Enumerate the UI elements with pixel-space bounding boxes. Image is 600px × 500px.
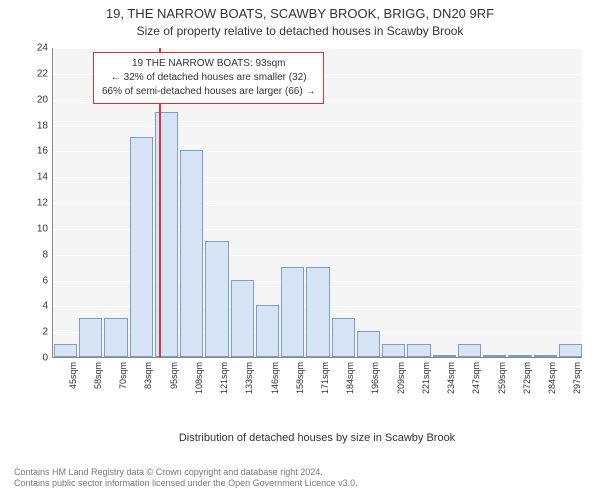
x-tick-label: 58sqm	[93, 362, 103, 389]
y-tick-label: 14	[26, 172, 48, 183]
y-tick-label: 6	[26, 275, 48, 286]
histogram-bar	[306, 267, 329, 357]
y-tick-label: 20	[26, 94, 48, 105]
histogram-bar	[433, 355, 456, 357]
x-tick-label: 45sqm	[68, 362, 78, 389]
chart-subtitle: Size of property relative to detached ho…	[0, 24, 600, 38]
y-tick-label: 18	[26, 120, 48, 131]
histogram-bar	[205, 241, 228, 357]
x-tick-label: 121sqm	[219, 362, 229, 394]
x-tick-label: 171sqm	[320, 362, 330, 394]
histogram-bar	[54, 344, 77, 357]
x-tick-label: 133sqm	[244, 362, 254, 394]
y-tick-label: 12	[26, 198, 48, 209]
x-tick-label: 234sqm	[446, 362, 456, 394]
gridline	[53, 48, 582, 49]
credits: Contains HM Land Registry data © Crown c…	[14, 467, 358, 490]
x-tick-label: 284sqm	[547, 362, 557, 394]
x-tick-label: 209sqm	[396, 362, 406, 394]
x-tick-label: 297sqm	[572, 362, 582, 394]
y-tick-label: 8	[26, 249, 48, 260]
infobox-line3: 66% of semi-detached houses are larger (…	[102, 85, 315, 99]
credits-line2: Contains public sector information licen…	[14, 478, 358, 490]
x-tick-label: 196sqm	[370, 362, 380, 394]
x-tick-label: 272sqm	[522, 362, 532, 394]
chart-title: 19, THE NARROW BOATS, SCAWBY BROOK, BRIG…	[0, 6, 600, 21]
y-tick-label: 4	[26, 301, 48, 312]
plot-area: 19 THE NARROW BOATS: 93sqm← 32% of detac…	[52, 48, 582, 358]
y-tick-label: 24	[26, 43, 48, 54]
x-tick-label: 95sqm	[169, 362, 179, 389]
infobox-line1: 19 THE NARROW BOATS: 93sqm	[102, 57, 315, 71]
chart-container: 19, THE NARROW BOATS, SCAWBY BROOK, BRIG…	[0, 0, 600, 500]
y-tick-label: 22	[26, 68, 48, 79]
x-tick-label: 221sqm	[421, 362, 431, 394]
x-tick-label: 259sqm	[497, 362, 507, 394]
histogram-bar	[104, 318, 127, 357]
y-tick-label: 2	[26, 327, 48, 338]
x-tick-label: 158sqm	[295, 362, 305, 394]
histogram-bar	[559, 344, 582, 357]
histogram-bar	[332, 318, 355, 357]
x-tick-label: 70sqm	[118, 362, 128, 389]
y-tick-label: 10	[26, 223, 48, 234]
y-tick-label: 0	[26, 353, 48, 364]
histogram-bar	[407, 344, 430, 357]
x-tick-label: 247sqm	[471, 362, 481, 394]
x-axis-label: Distribution of detached houses by size …	[52, 432, 582, 444]
histogram-bar	[79, 318, 102, 357]
credits-line1: Contains HM Land Registry data © Crown c…	[14, 467, 358, 479]
histogram-bar	[231, 280, 254, 358]
histogram-bar	[382, 344, 405, 357]
histogram-bar	[483, 355, 506, 357]
histogram-bar	[508, 355, 531, 357]
infobox-line2: ← 32% of detached houses are smaller (32…	[102, 71, 315, 85]
infobox: 19 THE NARROW BOATS: 93sqm← 32% of detac…	[93, 52, 324, 104]
histogram-bar	[357, 331, 380, 357]
histogram-bar	[256, 305, 279, 357]
histogram-bar	[180, 150, 203, 357]
histogram-bar	[130, 137, 153, 357]
x-tick-label: 146sqm	[270, 362, 280, 394]
histogram-bar	[281, 267, 304, 357]
y-tick-label: 16	[26, 146, 48, 157]
histogram-bar	[534, 355, 557, 357]
x-tick-label: 83sqm	[143, 362, 153, 389]
histogram-bar	[458, 344, 481, 357]
x-tick-label: 184sqm	[345, 362, 355, 394]
x-tick-label: 108sqm	[194, 362, 204, 394]
gridline	[53, 126, 582, 127]
